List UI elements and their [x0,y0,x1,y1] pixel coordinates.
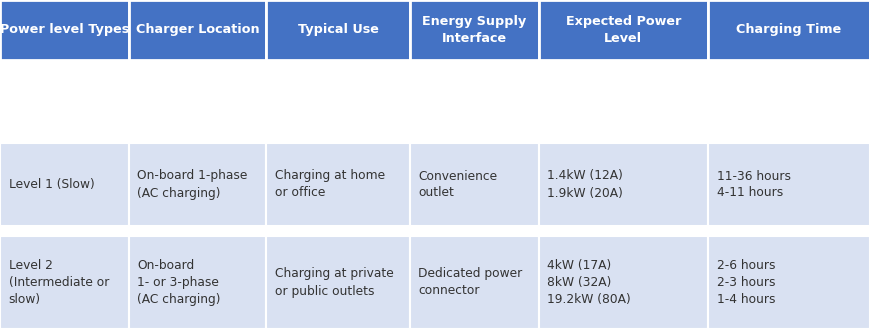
FancyBboxPatch shape [129,236,266,329]
Text: On-board
1- or 3-phase
(AC charging): On-board 1- or 3-phase (AC charging) [137,259,221,306]
Text: Charging at private
or public outlets: Charging at private or public outlets [275,267,393,297]
Text: 1.4kW (12A)
1.9kW (20A): 1.4kW (12A) 1.9kW (20A) [547,169,622,199]
Text: Convenience
outlet: Convenience outlet [418,169,497,199]
Text: 4kW (17A)
8kW (32A)
19.2kW (80A): 4kW (17A) 8kW (32A) 19.2kW (80A) [547,259,630,306]
Text: On-board 1-phase
(AC charging): On-board 1-phase (AC charging) [137,169,248,199]
FancyBboxPatch shape [538,0,707,60]
FancyBboxPatch shape [266,143,409,226]
FancyBboxPatch shape [409,0,538,60]
FancyBboxPatch shape [409,236,538,329]
Text: Energy Supply
Interface: Energy Supply Interface [421,15,526,44]
Text: Level 1 (Slow): Level 1 (Slow) [9,178,95,191]
FancyBboxPatch shape [707,236,869,329]
FancyBboxPatch shape [0,143,129,226]
FancyBboxPatch shape [707,143,869,226]
FancyBboxPatch shape [266,236,409,329]
Text: Power level Types: Power level Types [0,23,129,37]
Text: Dedicated power
connector: Dedicated power connector [418,267,522,297]
FancyBboxPatch shape [409,143,538,226]
Text: 11-36 hours
4-11 hours: 11-36 hours 4-11 hours [716,169,790,199]
FancyBboxPatch shape [707,0,869,60]
Text: Level 2
(Intermediate or
slow): Level 2 (Intermediate or slow) [9,259,109,306]
FancyBboxPatch shape [266,0,409,60]
FancyBboxPatch shape [0,236,129,329]
FancyBboxPatch shape [129,0,266,60]
Text: Charger Location: Charger Location [136,23,259,37]
FancyBboxPatch shape [129,143,266,226]
Text: 2-6 hours
2-3 hours
1-4 hours: 2-6 hours 2-3 hours 1-4 hours [716,259,774,306]
FancyBboxPatch shape [0,0,129,60]
FancyBboxPatch shape [538,236,707,329]
Text: Charging Time: Charging Time [736,23,840,37]
Text: Typical Use: Typical Use [297,23,378,37]
Text: Charging at home
or office: Charging at home or office [275,169,385,199]
Text: Expected Power
Level: Expected Power Level [565,15,680,44]
FancyBboxPatch shape [538,143,707,226]
